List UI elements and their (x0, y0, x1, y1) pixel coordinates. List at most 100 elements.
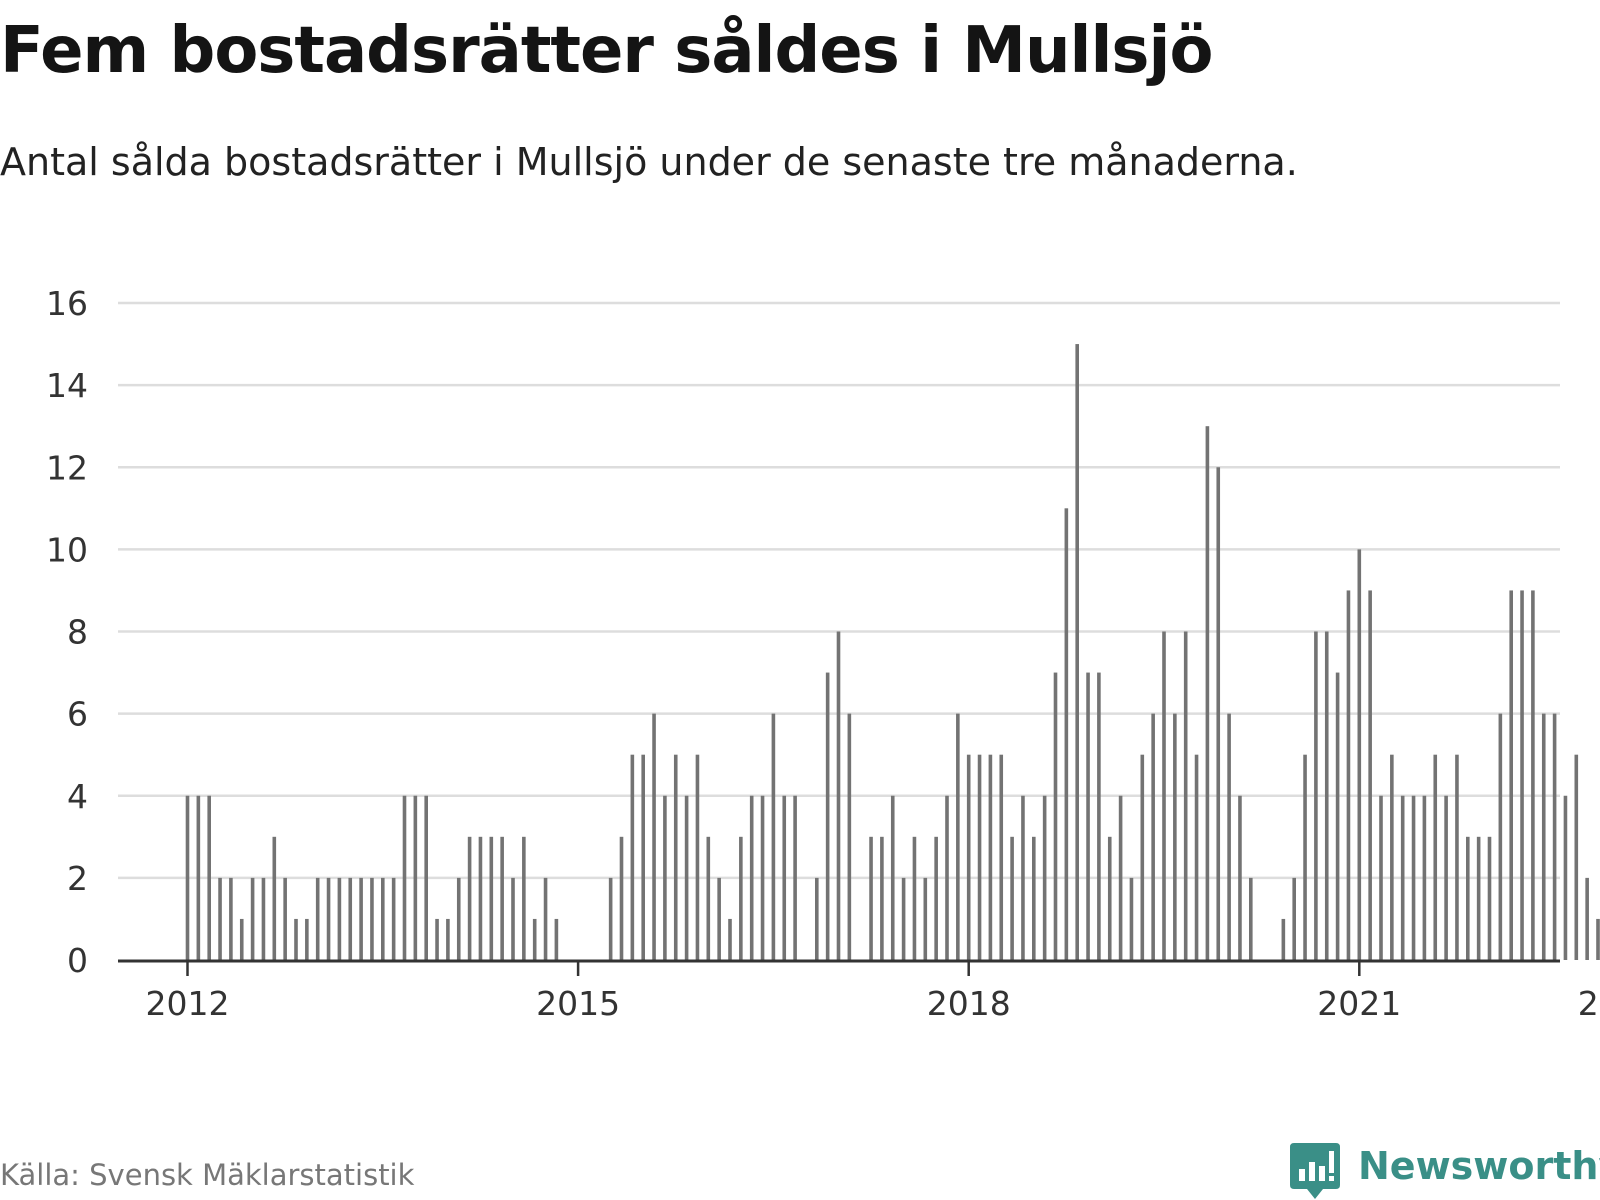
bar (1357, 549, 1362, 960)
bar (294, 918, 298, 960)
bar (641, 754, 645, 960)
bar (977, 754, 982, 960)
bar (381, 877, 385, 960)
bar (1324, 631, 1329, 960)
bar (554, 918, 559, 960)
bar (478, 836, 483, 960)
bar (1346, 590, 1351, 960)
newsworthy-logo-icon (1290, 1143, 1340, 1199)
bar (1216, 467, 1221, 960)
source-credit: Källa: Svensk Mäklarstatistik (0, 1158, 415, 1192)
bar (1097, 672, 1101, 960)
y-tick-label: 10 (46, 530, 88, 569)
bar (1455, 754, 1459, 960)
bar (467, 836, 472, 960)
bar (348, 877, 353, 960)
bar (673, 754, 678, 960)
bar (261, 877, 266, 960)
bar (489, 836, 494, 960)
bar (1400, 795, 1405, 960)
bar (1053, 672, 1058, 960)
bar (1433, 754, 1438, 960)
bar (315, 877, 320, 960)
y-axis-ticks: 0 2 4 6 8 10 12 14 16 (46, 284, 88, 980)
bar (749, 795, 754, 960)
y-tick-label: 4 (67, 777, 88, 816)
bar (250, 877, 255, 960)
bar (793, 795, 797, 960)
x-axis-ticks: 2012 2015 2018 2021 2023 (146, 960, 1600, 1023)
bar (1021, 795, 1025, 960)
bar (934, 836, 938, 960)
x-tick-label: 2012 (146, 984, 230, 1023)
bar (1520, 590, 1524, 960)
bar (196, 795, 201, 960)
bar (782, 795, 787, 960)
bar (1509, 590, 1513, 960)
x-tick-label: 2023 (1578, 984, 1600, 1023)
bar (1422, 795, 1427, 960)
bar (760, 795, 765, 960)
bar (446, 918, 450, 960)
bar (815, 877, 819, 960)
bar (1227, 713, 1231, 960)
bar (1541, 713, 1546, 960)
bar (359, 877, 363, 960)
bar (1162, 631, 1166, 960)
bar (1183, 631, 1188, 960)
bar (1303, 754, 1307, 960)
bar (825, 672, 830, 960)
bar (717, 877, 721, 960)
newsworthy-brand: Newsworthy (1290, 1140, 1600, 1200)
bar (1444, 795, 1448, 960)
bar (1281, 918, 1286, 960)
y-tick-label: 6 (67, 695, 88, 734)
chart-title: Fem bostadsrätter såldes i Mullsjö (0, 14, 1213, 88)
bar (847, 713, 852, 960)
bar (1552, 713, 1557, 960)
bar (239, 918, 244, 960)
bar (652, 713, 656, 960)
bar (337, 877, 342, 960)
bar (305, 918, 309, 960)
bar (1574, 754, 1579, 960)
bar (1390, 754, 1394, 960)
bars (185, 344, 1600, 960)
bar (608, 877, 613, 960)
bar (912, 836, 917, 960)
bar (1064, 508, 1069, 960)
bar (283, 877, 287, 960)
bar (1010, 836, 1014, 960)
x-tick-label: 2018 (927, 984, 1011, 1023)
bar (402, 795, 407, 960)
bar (1596, 918, 1600, 960)
y-tick-label: 12 (46, 448, 88, 487)
bar (413, 795, 418, 960)
bar (630, 754, 635, 960)
bar (1335, 672, 1340, 960)
bar (923, 877, 928, 960)
bar (1140, 754, 1145, 960)
bar (435, 918, 439, 960)
bar (1476, 836, 1481, 960)
bar (1379, 795, 1383, 960)
bar (522, 836, 526, 960)
bar (619, 836, 624, 960)
bar (543, 877, 548, 960)
brand-name: Newsworthy (1358, 1144, 1600, 1188)
bar (532, 918, 537, 960)
bar (1194, 754, 1199, 960)
bar (1292, 877, 1296, 960)
bar (185, 795, 190, 960)
bar (1314, 631, 1318, 960)
bar (391, 877, 396, 960)
bar (272, 836, 277, 960)
bar (728, 918, 732, 960)
bar (1531, 590, 1535, 960)
bar (999, 754, 1004, 960)
bar (424, 795, 428, 960)
bar (229, 877, 233, 960)
bar (1411, 795, 1416, 960)
bar (966, 754, 971, 960)
